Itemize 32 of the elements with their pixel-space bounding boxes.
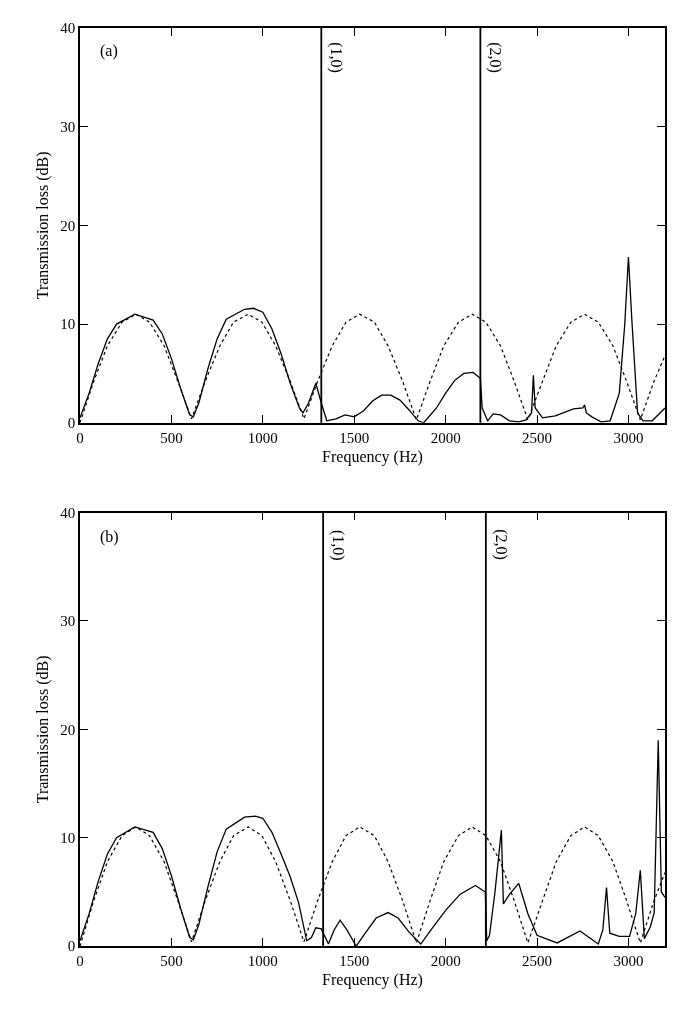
x-tick-label: 500 [160,429,183,446]
annotation: (1,0) [329,529,348,561]
x-tick-label: 500 [160,952,183,969]
x-tick-label: 2500 [522,429,553,446]
x-tick-label: 1500 [339,429,370,446]
annotation: (1,0) [326,42,345,73]
y-axis-title: Transmission loss (dB) [33,151,52,300]
y-axis-title: Transmission loss (dB) [33,655,52,804]
x-tick-label: 1000 [247,429,278,446]
annotation: (b) [100,528,119,546]
y-tick-label: 0 [67,938,76,955]
y-tick-label: 20 [60,721,76,738]
y-tick-label: 40 [60,20,76,37]
y-tick-label: 10 [60,830,76,847]
annotation: (a) [100,42,118,60]
x-axis-title: Frequency (Hz) [322,447,423,466]
x-axis-title: Frequency (Hz) [322,971,423,990]
y-tick-label: 40 [60,504,76,521]
x-tick-label: 3000 [613,952,644,969]
x-tick-label: 2500 [522,952,553,969]
x-tick-label: 3000 [613,429,644,446]
y-tick-label: 30 [60,613,76,630]
annotation: (2,0) [485,42,504,73]
x-tick-label: 2000 [430,952,461,969]
y-tick-label: 30 [60,118,76,135]
x-tick-label: 1000 [247,952,278,969]
x-tick-label: 1500 [339,952,370,969]
y-tick-label: 20 [60,217,76,234]
y-tick-label: 10 [60,316,76,333]
x-tick-label: 2000 [430,429,461,446]
annotation: (2,0) [491,529,510,560]
y-tick-label: 0 [67,415,76,432]
